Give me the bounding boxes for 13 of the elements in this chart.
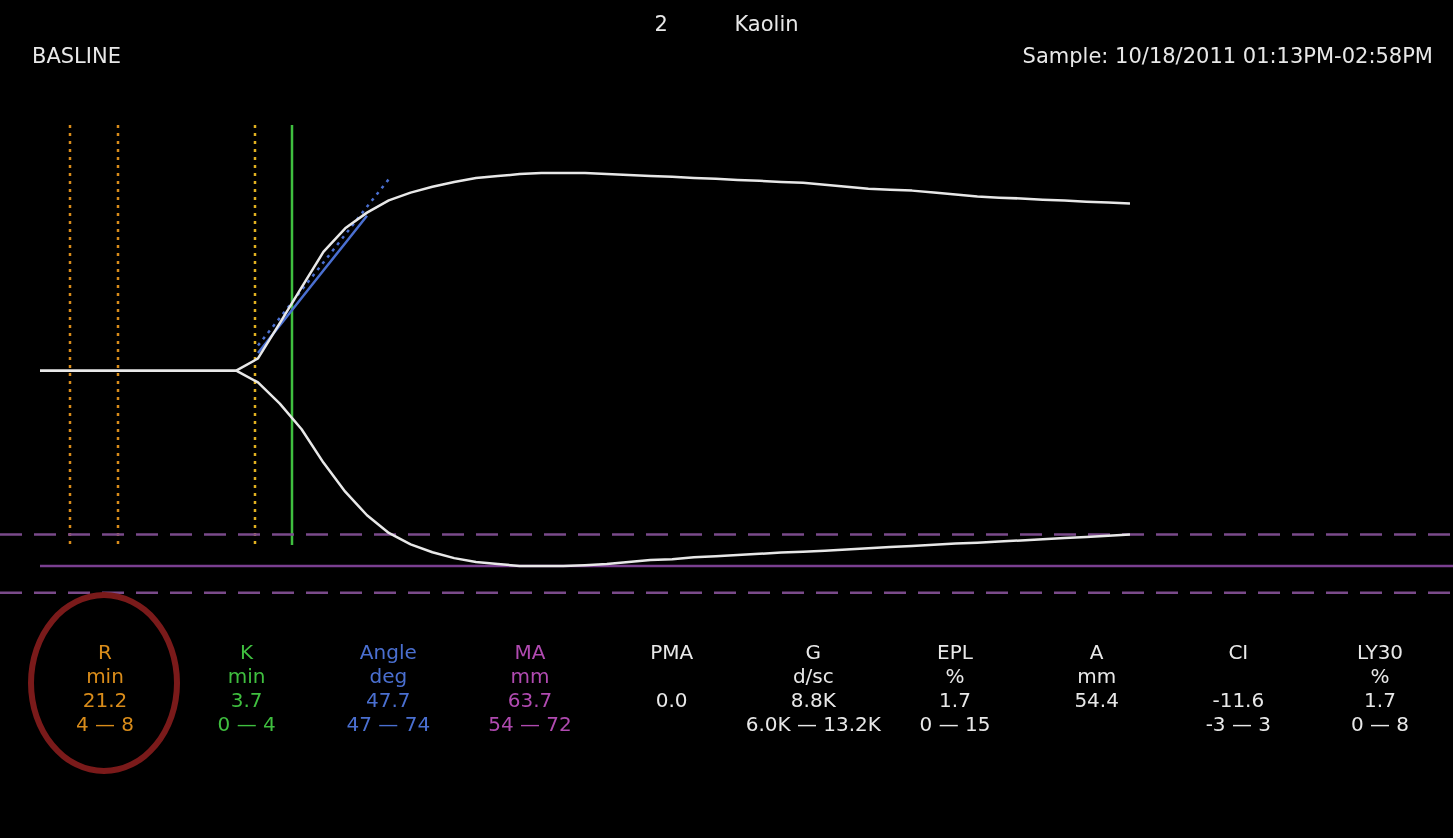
text: K min 3.7 0 — 4	[216, 640, 277, 736]
text: BASLINE	[32, 44, 121, 68]
text: MA mm 63.7 54 — 72	[487, 640, 573, 736]
text: PMA 0.0	[650, 640, 694, 712]
text: A mm 54.4	[1073, 640, 1120, 712]
chart-title: 2 Kaolin	[653, 12, 800, 36]
text: R min 21.2 4 — 8	[74, 640, 136, 736]
text: CI -11.6 -3 — 3	[1205, 640, 1272, 736]
text: EPL % 1.7 0 — 15	[918, 640, 992, 736]
text: Angle deg 47.7 47 — 74	[345, 640, 432, 736]
text: G d/sc 8.8K 6.0K — 13.2K	[744, 640, 882, 736]
text: LY30 % 1.7 0 — 8	[1349, 640, 1411, 736]
text: Sample: 10/18/2011 01:13PM-02:58PM	[1022, 44, 1433, 68]
